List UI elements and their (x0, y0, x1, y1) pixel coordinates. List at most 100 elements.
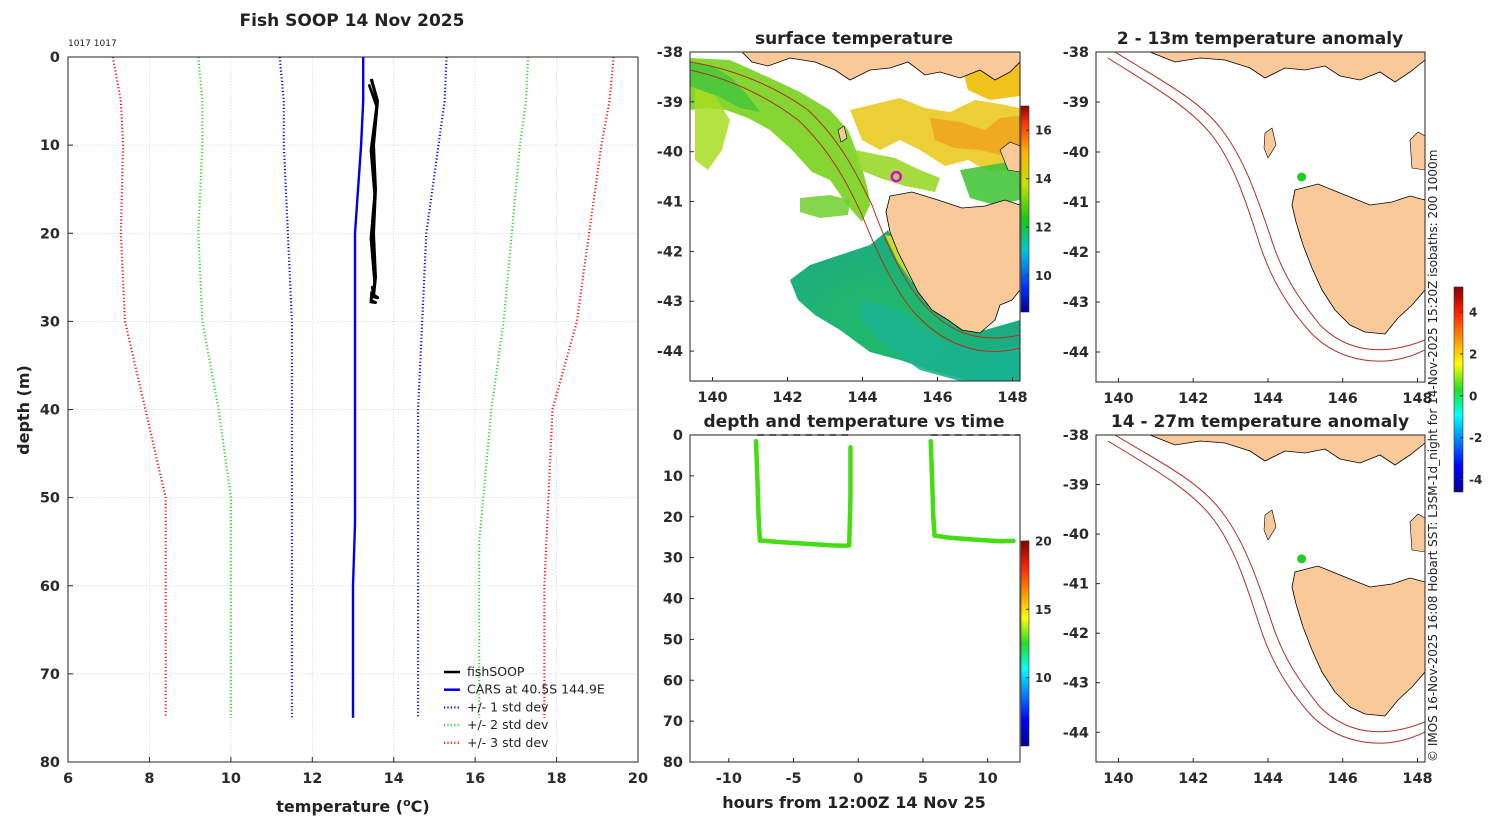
legend-label: +/- 3 std dev (467, 735, 549, 750)
depth-time-tow-2 (928, 438, 1016, 544)
colorbar-tick-label: 4 (1469, 306, 1477, 320)
anomaly-deep-map (1096, 435, 1425, 762)
anomaly-deep-land-victoria (1149, 435, 1425, 466)
profile-xtick-label: 6 (63, 771, 73, 787)
profile-ytick-label: 60 (40, 579, 60, 595)
map-xtick-label: 142 (1178, 391, 1208, 407)
colorbar-tick-label: 10 (1035, 269, 1052, 283)
sst-patch-small-west (800, 195, 850, 218)
profile-corner-label: 1017 1017 (68, 39, 117, 49)
sst-patch-east-coast (960, 160, 1020, 205)
map-ytick-label: -41 (657, 195, 683, 211)
map-xtick-label: 144 (1253, 771, 1283, 787)
anomaly-shallow-isobath-200 (1114, 52, 1425, 351)
profile-series--2-std-dev (197, 56, 232, 718)
anomaly-shallow-title: 2 - 13m temperature anomaly (1117, 29, 1403, 49)
depth-time-title: depth and temperature vs time (704, 412, 1005, 432)
anomaly-shallow-land-king-island (1263, 127, 1277, 159)
map-xtick-label: 146 (1328, 771, 1358, 787)
surface-temperature-panel: surface temperature (657, 29, 1052, 406)
time-ytick-label: 40 (663, 592, 683, 608)
map-xtick-label: 144 (1253, 391, 1283, 407)
profile-series (111, 56, 615, 718)
map-ytick-label: -44 (1063, 725, 1089, 741)
colorbar-tick-label: 12 (1035, 221, 1052, 235)
profile-title: Fish SOOP 14 Nov 2025 (240, 11, 465, 31)
anomaly-shallow-land-victoria (1149, 52, 1425, 83)
map-ytick-label: -38 (657, 45, 683, 61)
location-marker (1297, 554, 1307, 564)
profile-xtick-label: 14 (384, 771, 404, 787)
colorbar-tick-label: 20 (1035, 535, 1052, 549)
time-ytick-label: 70 (663, 714, 683, 730)
anomaly-deep-land (1107, 435, 1425, 744)
map-xtick-label: 142 (772, 390, 802, 406)
profile-ytick-label: 70 (40, 667, 60, 683)
profile-series--1-std-dev (417, 56, 448, 718)
depth-time-tow-1 (753, 438, 853, 549)
sst-land-victoria (741, 52, 1020, 81)
sst-frame (689, 51, 1021, 382)
profile-ytick-label: 50 (40, 491, 60, 507)
sst-patch-king-island (855, 150, 940, 192)
colorbar-tick-label: 10 (1035, 671, 1052, 685)
sst-title: surface temperature (755, 29, 953, 49)
anomaly-colorbar (1453, 286, 1464, 493)
map-xtick-label: 140 (1103, 391, 1133, 407)
map-ytick-label: -38 (1063, 45, 1089, 61)
legend-label: +/- 1 std dev (467, 699, 549, 714)
time-ytick-label: 20 (663, 510, 683, 526)
anomaly-shallow-land-flinders-island (1409, 131, 1425, 171)
profile-series-cars-at-40-5s-144-9e (351, 57, 365, 718)
sst-patch-east-bass (930, 116, 1020, 155)
profile-ytick-label: 0 (50, 50, 60, 66)
map-ytick-label: -43 (1063, 676, 1089, 692)
sst-field (690, 52, 1020, 381)
anomaly-deep-frame (1095, 434, 1426, 763)
profile-xtick-label: 20 (628, 771, 648, 787)
time-ytick-label: 30 (663, 551, 683, 567)
map-xtick-label: 140 (697, 390, 727, 406)
profile-legend: fishSOOP CARS at 40.5S 144.9E +/- 1 std de… (444, 664, 605, 750)
time-xtick-label: 5 (918, 771, 928, 787)
depth-profile-panel: Fish SOOP 14 Nov 2025 1017 1017 6 8 10 12 14… (14, 11, 648, 816)
time-ytick-label: 50 (663, 632, 683, 648)
anomaly-shallow-map (1096, 52, 1425, 382)
anomaly-deep-panel: 14 - 27m temperature anomaly 140 142 144 14… (1063, 412, 1433, 787)
anomaly-deep-isobath-200 (1114, 435, 1425, 733)
sst-isobath-1000 (690, 69, 1020, 352)
anomaly-deep-title: 14 - 27m temperature anomaly (1111, 412, 1409, 432)
map-ytick-label: -42 (1063, 245, 1089, 261)
map-xtick-label: 148 (997, 390, 1027, 406)
anomaly-deep-land-tasmania (1291, 565, 1425, 717)
anomaly-shallow-ticks: 140 142 144 146 148 -38 -39 -40 -41 -42 -43 -44 (1063, 45, 1433, 407)
depth-time-plot-area (690, 435, 1020, 762)
map-xtick-label: 142 (1178, 771, 1208, 787)
map-xtick-label: 148 (1402, 391, 1432, 407)
credits-text: © IMOS 16-Nov-2025 16:08 Hobart SST: L3S… (1426, 150, 1440, 762)
map-xtick-label: 144 (847, 390, 877, 406)
anomaly-shallow-land-tasmania (1291, 183, 1425, 335)
profile-series--2-std-dev (478, 56, 530, 718)
anomaly-shallow-panel: 2 - 13m temperature anomaly 140 142 144 146… (1063, 29, 1433, 407)
map-ytick-label: -43 (657, 294, 683, 310)
sst-marker (890, 170, 902, 183)
map-ytick-label: -41 (1063, 577, 1089, 593)
anomaly-deep-marker (1297, 554, 1307, 564)
profile-ytick-label: 20 (40, 226, 60, 242)
time-xtick-label: -5 (785, 771, 801, 787)
anomaly-shallow-land (1107, 52, 1425, 362)
profile-xtick-label: 12 (302, 771, 322, 787)
profile-xtick-label: 8 (144, 771, 154, 787)
map-ytick-label: -41 (1063, 195, 1089, 211)
sst-colorbar (1020, 105, 1030, 313)
map-ytick-label: -44 (1063, 345, 1089, 361)
profile-ytick-label: 10 (40, 138, 60, 154)
profile-xlabel: temperature (oC) (276, 796, 429, 816)
profile-series--3-std-dev (111, 56, 167, 718)
colorbar-tick-label: -4 (1469, 473, 1482, 487)
colorbar-tick-label: 14 (1035, 172, 1052, 186)
depth-time-panel: depth and temperature vs time -10 -5 0 5 10 0… (663, 412, 1052, 812)
anomaly-shallow-marker (1297, 172, 1307, 182)
profile-series--3-std-dev (543, 56, 615, 718)
